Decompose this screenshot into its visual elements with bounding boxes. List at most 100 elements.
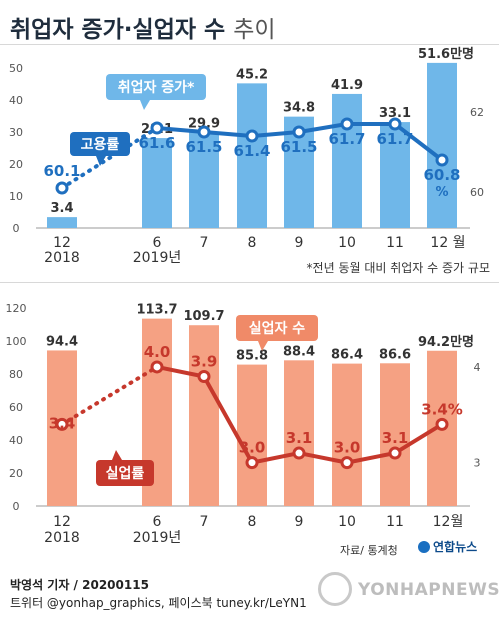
line-marker	[245, 456, 259, 470]
left-axis-tick: 0	[13, 500, 20, 513]
bar-value-label: 88.4	[283, 344, 315, 359]
x-tick-label: 10	[338, 514, 356, 530]
source-note: 자료/ 통계청	[340, 544, 398, 557]
header-divider	[0, 44, 499, 45]
right-axis-tick: 62	[470, 106, 484, 119]
line-segment-dotted	[60, 126, 159, 190]
line-marker	[245, 129, 259, 143]
bar	[332, 363, 362, 506]
line-marker	[292, 446, 306, 460]
x-tick-label: 12월	[433, 514, 464, 530]
x-tick-label: 8	[248, 235, 257, 251]
title-main: 취업자 증가·실업자 수	[10, 17, 226, 43]
bar-value-label: 85.8	[236, 349, 268, 364]
x-tick-label: 9	[295, 235, 304, 251]
right-axis-tick: 4	[474, 361, 481, 374]
bar-value-label: 94.2만명	[418, 334, 474, 350]
chart-title: 취업자 증가·실업자 수 추이	[10, 10, 276, 44]
x-tick-label: 7	[200, 514, 209, 530]
line-unit-label: %	[435, 185, 448, 200]
logo-mark-icon	[418, 541, 430, 553]
chart-panel-2: 0 20 40 60 80 100 120 3 4 94.4 113.7 109.7 85.8 88.4 8…	[6, 302, 481, 546]
bar-value-label: 86.6	[379, 347, 411, 362]
legend-bar-label: 실업자 수	[249, 321, 306, 337]
x-tick-label: 9	[295, 514, 304, 530]
bar	[47, 217, 77, 228]
chart-header: 취업자 증가·실업자 수 추이	[0, 0, 499, 44]
legend-bar-pointer	[258, 341, 268, 351]
left-axis-tick: 60	[9, 401, 23, 414]
bar	[332, 93, 362, 228]
x-tick-label: 6	[153, 514, 162, 530]
x-tick-label: 12	[53, 235, 71, 251]
watermark-logo-icon	[318, 572, 352, 606]
bar	[380, 122, 410, 228]
x-tick-year-label: 2018	[44, 530, 80, 546]
x-tick-label: 12 월	[430, 235, 465, 251]
line-value-label: 3.1	[382, 429, 409, 447]
line-value-label: 61.7	[328, 130, 365, 148]
line-marker	[340, 117, 354, 131]
legend-bar-box	[106, 74, 206, 100]
bar	[284, 360, 314, 506]
line-value-label: 3.1	[286, 429, 313, 447]
legend-bar-box	[236, 315, 318, 341]
bar-value-label: 29.9	[188, 116, 220, 131]
bar	[427, 62, 457, 228]
bar-value-label: 86.4	[331, 348, 363, 363]
legend-line-pointer	[96, 156, 106, 166]
bar-value-label: 94.4	[46, 334, 78, 349]
right-axis-tick: 60	[470, 186, 484, 199]
x-tick-year-label: 2018	[44, 250, 80, 266]
bar-value-label: 109.7	[183, 309, 224, 324]
x-tick-label: 10	[338, 235, 356, 251]
line-value-label: 61.4	[233, 142, 270, 160]
bar-value-label: 3.4	[50, 201, 73, 216]
title-sub: 추이	[233, 17, 276, 43]
line-value-label: 3.4	[49, 414, 76, 432]
chart-panel-1: 0102030405060623.428.129.945.234.841.933…	[9, 46, 490, 275]
bar-value-label: 45.2	[236, 67, 268, 82]
line-value-label: 4.0	[144, 343, 171, 361]
bar-value-label: 41.9	[331, 78, 363, 93]
legend-line-label: 고용률	[81, 136, 120, 153]
bar	[142, 138, 172, 228]
yonhap-logo: 연합뉴스	[418, 538, 477, 555]
line-marker	[292, 125, 306, 139]
line-marker	[55, 181, 69, 195]
left-axis-tick: 80	[9, 368, 23, 381]
line-value-label: 61.5	[280, 138, 317, 156]
legend-line-box	[70, 132, 130, 156]
line-value-label: 60.8	[423, 166, 460, 184]
left-axis-tick: 10	[9, 190, 23, 203]
legend-line-label: 실업률	[106, 465, 145, 482]
left-axis-tick: 20	[9, 467, 23, 480]
left-axis-tick: 40	[9, 94, 23, 107]
line-marker	[435, 417, 449, 431]
credit-line-2: 트위터 @yonhap_graphics, 페이스북 tuney.kr/LeYN…	[10, 596, 307, 610]
x-tick-label: 12	[53, 514, 71, 530]
bar-value-label: 113.7	[136, 303, 177, 318]
left-axis-tick: 120	[6, 302, 27, 315]
line-value-label: 61.5	[185, 138, 222, 156]
bar	[380, 363, 410, 506]
legend-bar-pointer	[140, 100, 150, 110]
credit-line-1: 박영석 기자 / 20200115	[10, 578, 149, 592]
line-marker	[150, 121, 164, 135]
logo-text: 연합뉴스	[433, 540, 478, 554]
line-value-label: 3.0	[334, 439, 361, 457]
line-marker	[388, 446, 402, 460]
left-axis-tick: 50	[9, 62, 23, 75]
line-value-label: 3.9	[191, 353, 218, 371]
bar-value-label: 34.8	[283, 101, 315, 116]
x-tick-label: 8	[248, 514, 257, 530]
line-segment-dotted	[60, 364, 159, 427]
x-tick-year-label: 2019년	[133, 250, 182, 266]
left-axis-tick: 100	[6, 335, 27, 348]
line-marker	[197, 125, 211, 139]
x-tick-label: 11	[386, 235, 404, 251]
x-tick-label: 6	[153, 235, 162, 251]
bar	[237, 83, 267, 228]
bar	[237, 364, 267, 506]
